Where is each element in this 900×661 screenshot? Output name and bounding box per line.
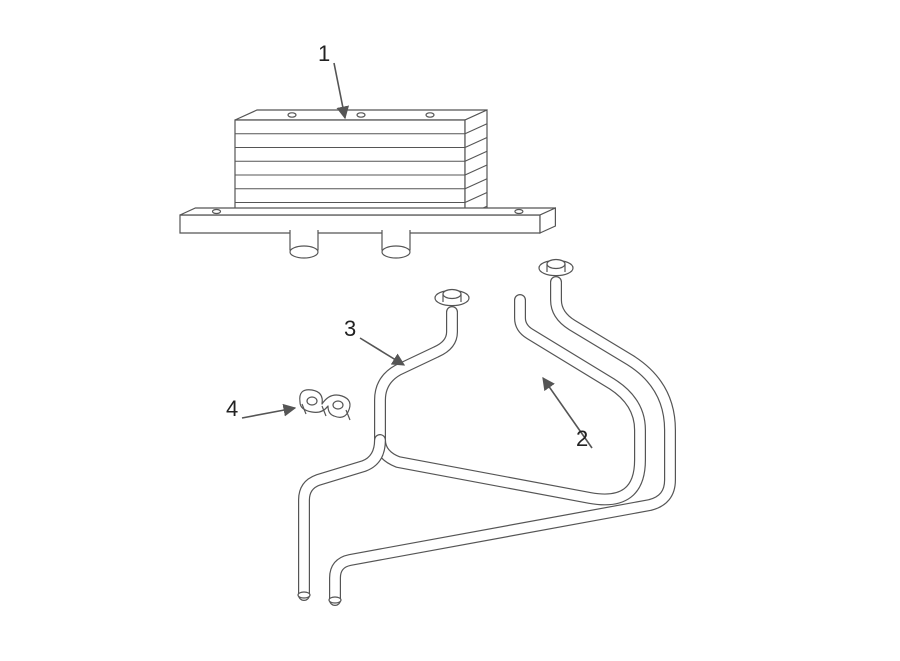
callout-label-4: 4 (226, 396, 238, 422)
diagram-stage: 1 2 3 4 (0, 0, 900, 661)
callout-label-1: 1 (318, 41, 330, 67)
parts-diagram-svg (0, 0, 900, 661)
callout-label-2: 2 (576, 426, 588, 452)
tube-clip (300, 390, 350, 420)
callout-label-3: 3 (344, 316, 356, 342)
cooler-assembly (180, 110, 555, 258)
